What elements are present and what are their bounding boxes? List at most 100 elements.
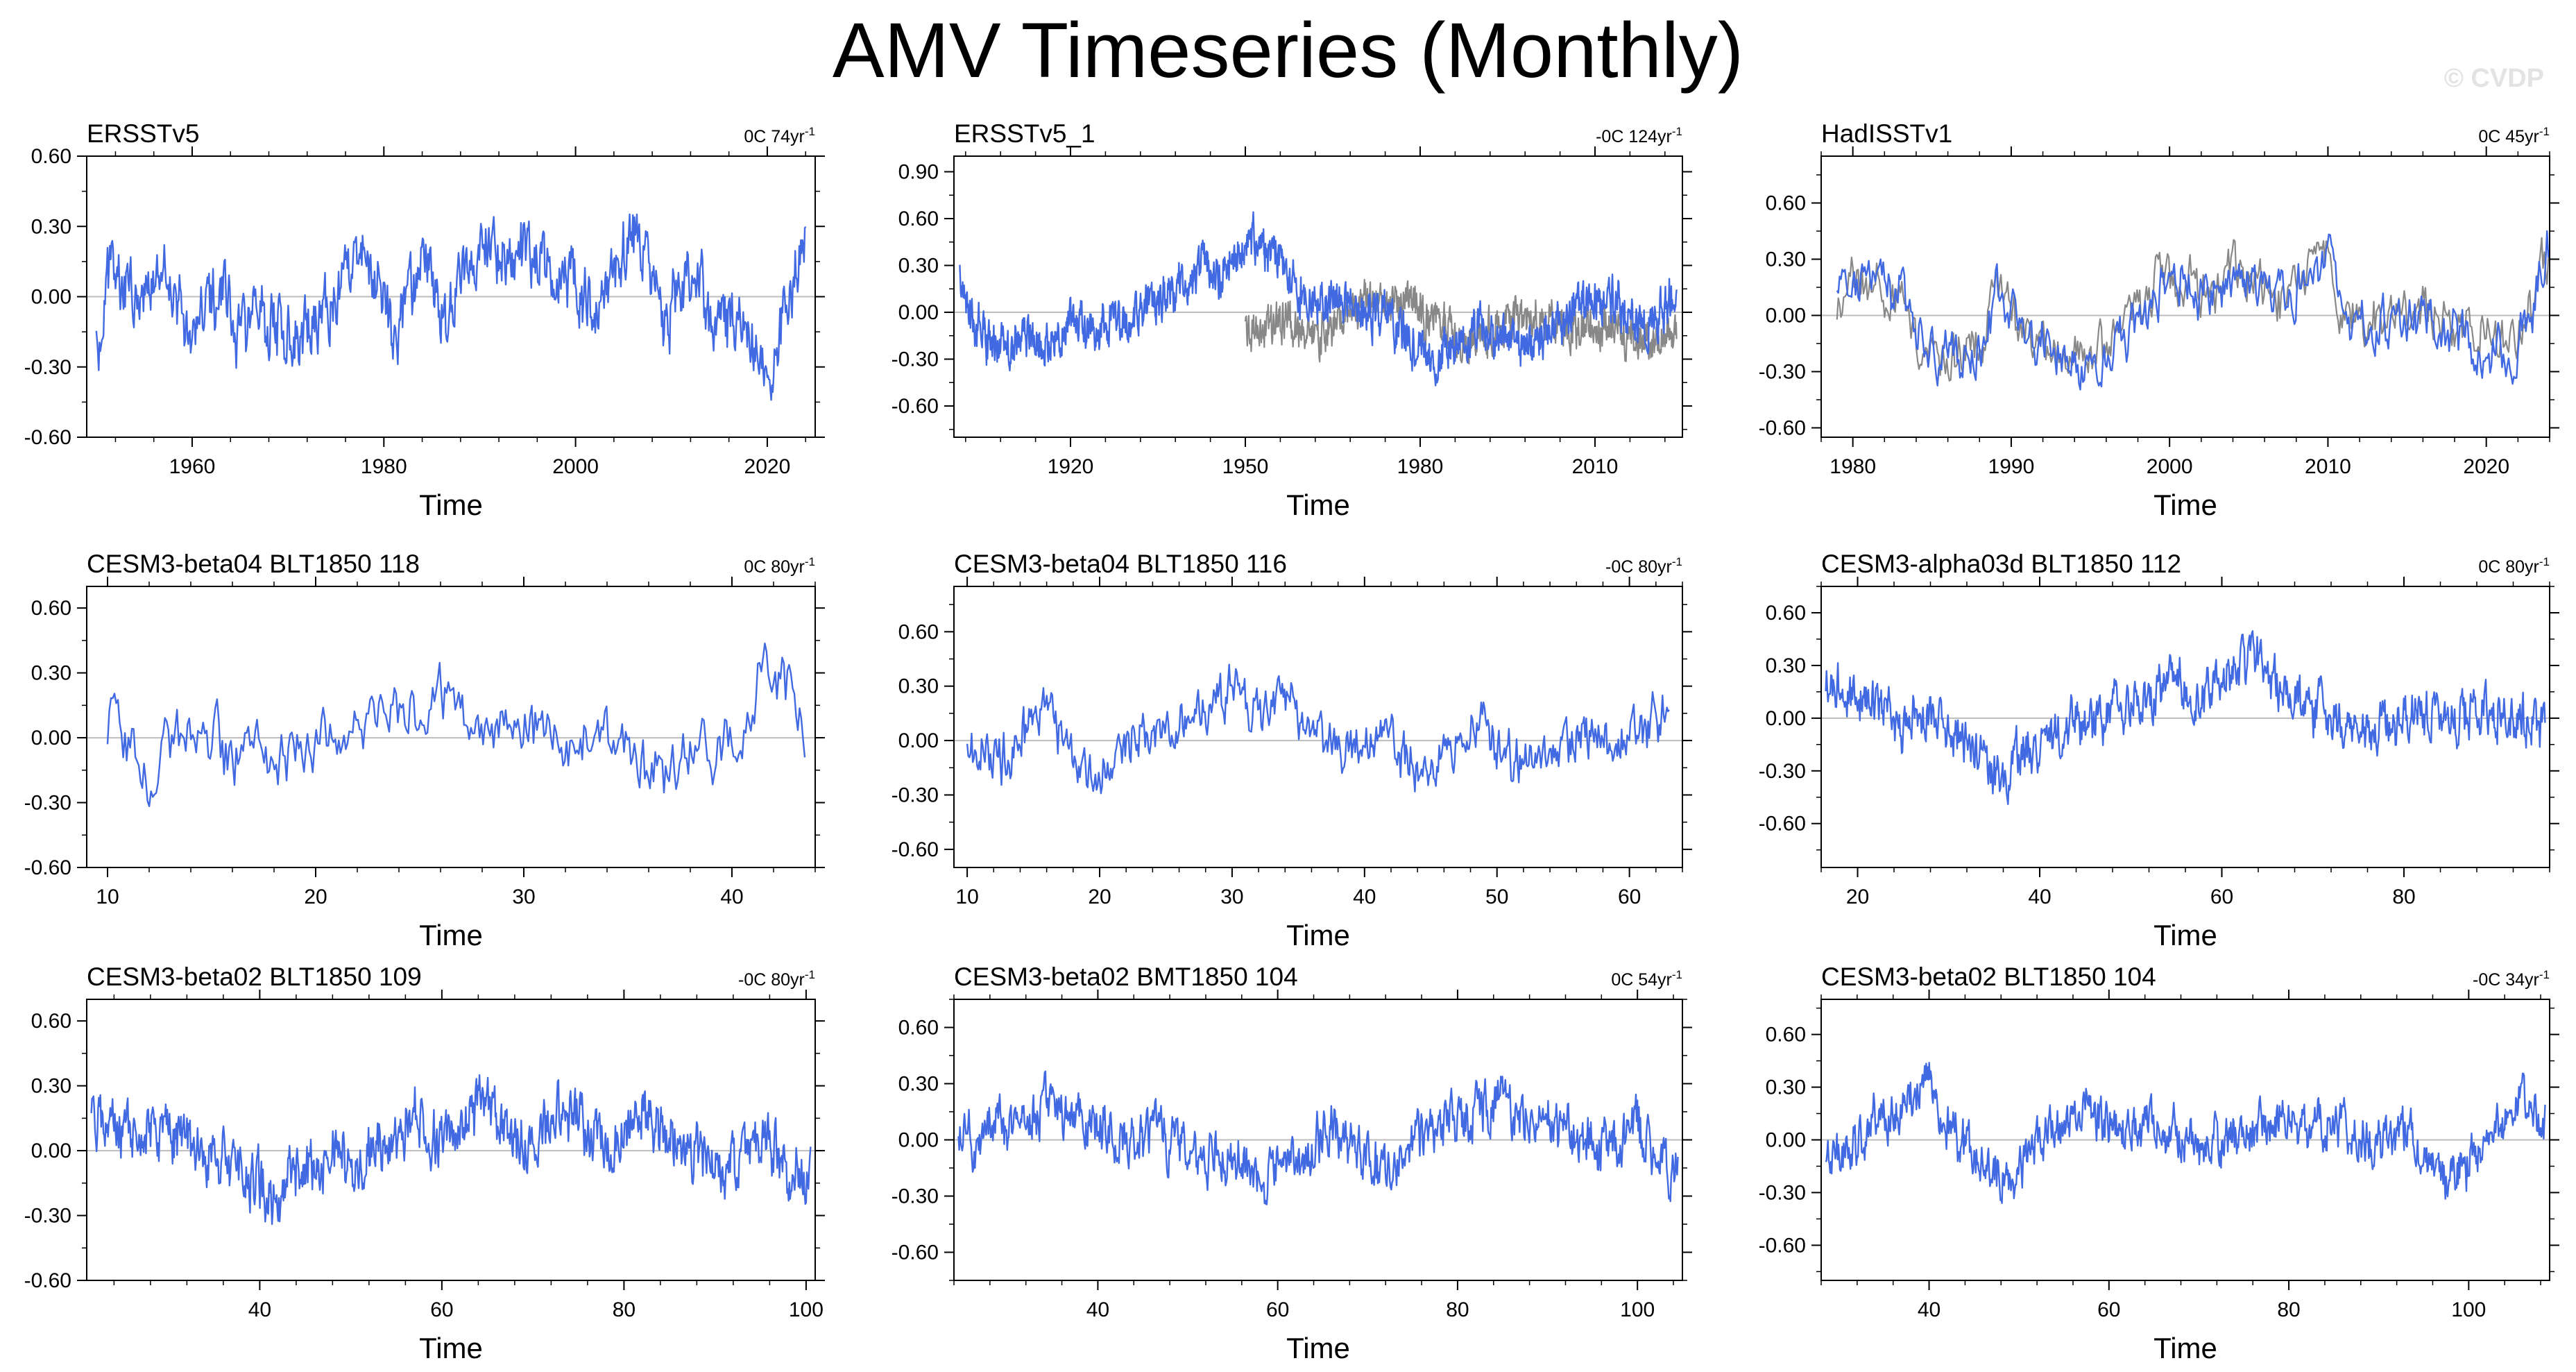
y-tick-label: -0.60 xyxy=(24,1269,71,1292)
y-tick-label: 0.00 xyxy=(898,301,939,324)
panel-trend-label: 0C 45yr-1 xyxy=(2478,125,2550,146)
x-tick-label: 80 xyxy=(1446,1298,1469,1321)
x-tick-label: 80 xyxy=(2392,886,2415,908)
panel-trend-label: 0C 80yr-1 xyxy=(2478,555,2550,577)
y-tick-label: 0.00 xyxy=(1766,707,1806,730)
x-tick-label: 30 xyxy=(1220,886,1243,908)
series-line xyxy=(1244,278,1678,365)
y-tick-label: 0.00 xyxy=(898,729,939,752)
x-tick-label: 10 xyxy=(96,886,119,908)
y-tick-label: -0.60 xyxy=(1759,1234,1806,1257)
x-axis-label: Time xyxy=(419,1332,483,1364)
x-tick-label: 60 xyxy=(1266,1298,1289,1321)
x-tick-label: 40 xyxy=(1353,886,1376,908)
y-tick-label: 0.60 xyxy=(898,1017,939,1040)
panel-title: CESM3-beta02 BMT1850 104 xyxy=(954,963,1298,991)
x-tick-label: 60 xyxy=(2210,886,2233,908)
plot-frame xyxy=(953,155,1683,438)
x-axis-label: Time xyxy=(2153,919,2217,951)
x-tick-label: 20 xyxy=(1846,886,1869,908)
plot-frame xyxy=(86,999,816,1281)
chart-panel: CESM3-beta04 BLT1850 118 0C 80yr-1 -0.60 -0… xyxy=(24,550,825,951)
x-tick-label: 1980 xyxy=(1397,455,1444,478)
series-line xyxy=(1825,630,2546,806)
series-line xyxy=(1836,230,2551,391)
x-tick-label: 60 xyxy=(430,1298,453,1321)
x-tick-label: 80 xyxy=(613,1298,636,1321)
x-tick-label: 40 xyxy=(1918,1298,1940,1321)
series-line xyxy=(1836,237,2551,382)
panel-title: HadISSTv1 xyxy=(1821,119,1952,148)
y-tick-label: 0.60 xyxy=(1766,192,1806,215)
series-line xyxy=(959,211,1678,387)
series-line xyxy=(90,1074,812,1226)
chart-panel: CESM3-alpha03d BLT1850 112 0C 80yr-1 -0.60… xyxy=(1759,550,2559,951)
chart-panel: CESM3-beta04 BLT1850 116 -0C 80yr-1 -0.60 -… xyxy=(892,550,1692,951)
y-tick-label: -0.60 xyxy=(892,1242,939,1264)
y-tick-label: 0.60 xyxy=(31,145,71,168)
y-tick-label: 0.00 xyxy=(1766,305,1806,328)
series-line xyxy=(957,1070,1679,1205)
x-tick-label: 2010 xyxy=(2305,455,2351,478)
y-tick-label: -0.30 xyxy=(1759,361,1806,384)
x-tick-label: 2020 xyxy=(2463,455,2509,478)
y-tick-label: 0.00 xyxy=(31,286,71,309)
x-tick-label: 50 xyxy=(1485,886,1508,908)
cvdp-watermark: © CVDP xyxy=(2443,64,2544,93)
y-tick-label: 0.60 xyxy=(1766,602,1806,625)
y-tick-label: -0.60 xyxy=(24,856,71,879)
x-tick-label: 40 xyxy=(2028,886,2051,908)
plot-frame xyxy=(1820,155,2550,438)
y-tick-label: -0.30 xyxy=(24,792,71,815)
chart-panel: HadISSTv1 0C 45yr-1 -0.60 -0.30 0.00 0.30 0.60… xyxy=(1759,119,2559,521)
panel-trend-label: 0C 80yr-1 xyxy=(744,555,815,577)
x-tick-label: 40 xyxy=(720,886,743,908)
x-tick-label: 1990 xyxy=(1988,455,2035,478)
y-tick-label: -0.60 xyxy=(1759,813,1806,836)
x-axis-label: Time xyxy=(419,919,483,951)
panel-title: CESM3-beta02 BLT1850 104 xyxy=(1821,963,2156,991)
y-tick-label: -0.30 xyxy=(1759,760,1806,783)
y-tick-label: 0.30 xyxy=(1766,654,1806,677)
x-tick-label: 1950 xyxy=(1222,455,1269,478)
x-tick-label: 60 xyxy=(2097,1298,2120,1321)
x-tick-label: 10 xyxy=(955,886,978,908)
y-tick-label: -0.60 xyxy=(892,838,939,861)
x-axis-label: Time xyxy=(419,489,483,521)
panel-trend-label: 0C 74yr-1 xyxy=(744,125,815,146)
panel-title: CESM3-beta04 BLT1850 116 xyxy=(954,550,1287,578)
panel-trend-label: -0C 34yr-1 xyxy=(2473,968,2550,990)
chart-panel: ERSSTv5 0C 74yr-1 -0.60 -0.30 0.00 0.30 0.60 19… xyxy=(24,119,825,521)
chart-panel: CESM3-beta02 BMT1850 104 0C 54yr-1 -0.60 -0… xyxy=(892,963,1692,1364)
y-tick-label: -0.60 xyxy=(24,426,71,449)
chart-panel: CESM3-beta02 BLT1850 109 -0C 80yr-1 -0.60 -… xyxy=(24,963,825,1364)
panel-title: ERSSTv5 xyxy=(87,119,199,148)
y-tick-label: 0.90 xyxy=(898,161,939,184)
plot-frame xyxy=(86,586,816,868)
panel-trend-label: -0C 80yr-1 xyxy=(738,968,815,990)
panel-trend-label: 0C 54yr-1 xyxy=(1611,968,1682,990)
x-tick-label: 1980 xyxy=(361,455,407,478)
x-tick-label: 2020 xyxy=(744,455,791,478)
y-tick-label: 0.30 xyxy=(898,255,939,278)
x-axis-label: Time xyxy=(2153,1332,2217,1364)
y-tick-label: 0.00 xyxy=(898,1129,939,1152)
y-tick-label: 0.60 xyxy=(31,597,71,620)
panel-trend-label: -0C 124yr-1 xyxy=(1596,125,1682,146)
y-tick-label: 0.60 xyxy=(1766,1024,1806,1047)
panel-title: CESM3-beta04 BLT1850 118 xyxy=(87,550,420,578)
y-tick-label: 0.00 xyxy=(1766,1129,1806,1152)
x-axis-label: Time xyxy=(1286,1332,1350,1364)
panel-trend-label: -0C 80yr-1 xyxy=(1605,555,1682,577)
y-tick-label: -0.60 xyxy=(892,395,939,418)
x-tick-label: 2010 xyxy=(1572,455,1619,478)
y-tick-label: 0.30 xyxy=(898,675,939,698)
x-tick-label: 30 xyxy=(512,886,535,908)
series-line xyxy=(1825,1062,2546,1204)
y-tick-label: 0.30 xyxy=(898,1073,939,1096)
plot-frame xyxy=(953,586,1683,868)
y-tick-label: 0.00 xyxy=(31,1140,71,1162)
y-tick-label: -0.30 xyxy=(892,784,939,806)
figure-title: AMV Timeseries (Monthly) xyxy=(832,7,1744,94)
